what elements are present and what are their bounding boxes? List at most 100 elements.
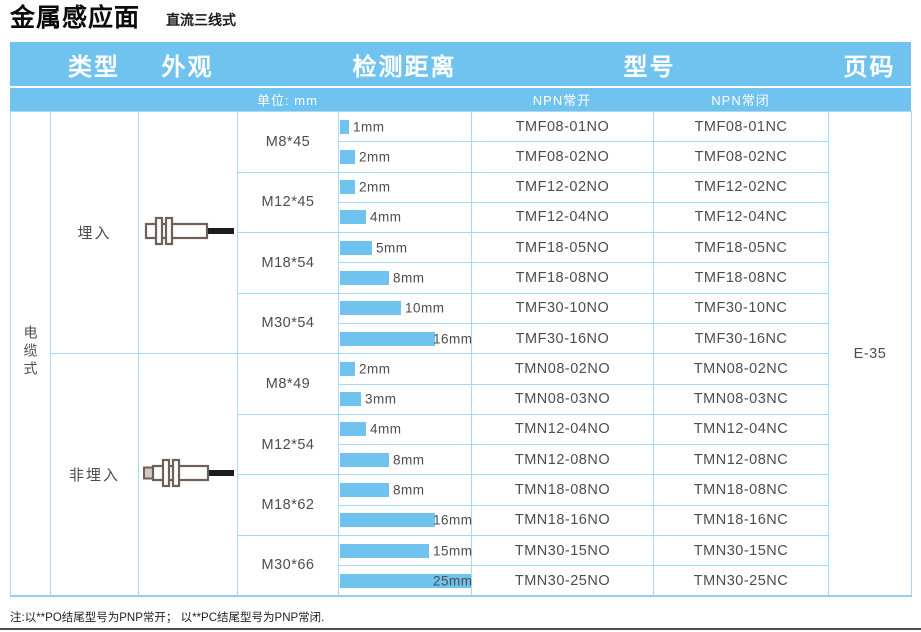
page-subtitle: 直流三线式 bbox=[166, 11, 237, 28]
distance-label: 2mm bbox=[359, 361, 391, 377]
distance-label: 8mm bbox=[393, 270, 425, 286]
table-header-band: 类型 外观 检测距离 型号 页码 bbox=[10, 42, 911, 86]
model-nc-cell: TMN08-02NC bbox=[653, 353, 829, 385]
model-no-cell: TMN18-08NO bbox=[471, 474, 654, 506]
model-nc-cell: TMF18-08NC bbox=[653, 262, 829, 294]
model-nc-cell: TMN12-08NC bbox=[653, 444, 829, 476]
model-no-cell: TMN08-02NO bbox=[471, 353, 654, 385]
distance-bar bbox=[340, 271, 389, 286]
mount-type-cell: 埋入 bbox=[50, 110, 139, 355]
distance-label: 16mm bbox=[433, 512, 473, 528]
distance-cell: 8mm bbox=[338, 474, 472, 506]
model-no-cell: TMF12-02NO bbox=[471, 171, 654, 203]
distance-cell: 5mm bbox=[338, 232, 472, 264]
distance-cell: 4mm bbox=[338, 413, 472, 446]
distance-bar bbox=[340, 513, 435, 528]
appearance-cell bbox=[138, 110, 238, 355]
distance-label: 10mm bbox=[405, 300, 445, 316]
appearance-cell bbox=[138, 353, 238, 597]
distance-bar bbox=[340, 119, 349, 134]
model-nc-cell: TMF12-02NC bbox=[653, 171, 829, 203]
distance-label: 4mm bbox=[370, 209, 402, 225]
distance-label: 16mm bbox=[433, 331, 473, 347]
model-no-cell: TMN18-16NO bbox=[471, 504, 654, 536]
table-row: M12*45 2mm TMF12-02NO TMF12-02NC bbox=[11, 171, 912, 234]
product-table-body: 电缆式 埋入 M8*45 1mm TMF08-01NO TMF08-01NC E-35 2mm… bbox=[10, 110, 912, 597]
subheader-npn-nc: NPN常闭 bbox=[711, 93, 770, 108]
distance-cell: 15mm bbox=[338, 534, 473, 567]
cable-type-label: 电缆式 bbox=[22, 325, 39, 379]
distance-label: 15mm bbox=[433, 543, 473, 559]
distance-bar bbox=[340, 301, 401, 316]
model-no-cell: TMN30-15NO bbox=[471, 534, 654, 567]
distance-label: 8mm bbox=[393, 482, 425, 498]
model-nc-cell: TMN30-15NC bbox=[653, 534, 829, 567]
table-row: 8mm TMN12-08NO TMN12-08NC bbox=[11, 444, 912, 476]
distance-cell: 2mm bbox=[338, 171, 472, 203]
size-cell: M8*49 bbox=[237, 353, 339, 415]
size-cell: M30*54 bbox=[237, 292, 339, 355]
table-row: M18*54 5mm TMF18-05NO TMF18-05NC bbox=[11, 232, 912, 294]
distance-bar bbox=[340, 392, 361, 407]
model-no-cell: TMF08-01NO bbox=[471, 110, 654, 143]
distance-cell: 3mm bbox=[338, 383, 472, 415]
model-no-cell: TMF08-02NO bbox=[471, 141, 654, 173]
model-nc-cell: TMN30-25NC bbox=[653, 565, 829, 597]
distance-bar bbox=[340, 210, 366, 225]
distance-cell: 8mm bbox=[338, 444, 472, 476]
distance-bar bbox=[340, 483, 389, 498]
header-model: 型号 bbox=[623, 53, 676, 81]
distance-cell: 2mm bbox=[338, 353, 472, 385]
distance-cell: 16mm bbox=[338, 504, 473, 536]
distance-bar bbox=[340, 452, 389, 467]
cable-type-cell: 电缆式 bbox=[10, 111, 51, 597]
subheader-npn-no: NPN常开 bbox=[532, 93, 592, 108]
model-nc-cell: TMF30-16NC bbox=[653, 322, 829, 355]
distance-bar bbox=[340, 149, 355, 164]
table-row: 16mm TMN18-16NO TMN18-16NC bbox=[11, 504, 912, 536]
subheader-unit: 单位: mm bbox=[257, 93, 318, 108]
distance-cell: 16mm bbox=[338, 322, 473, 355]
header-distance: 检测距离 bbox=[352, 53, 457, 81]
sensor-nonflush-icon bbox=[142, 453, 234, 493]
distance-bar bbox=[340, 331, 435, 346]
model-no-cell: TMN12-08NO bbox=[471, 444, 654, 476]
distance-cell: 4mm bbox=[338, 201, 472, 234]
bottom-divider bbox=[0, 628, 921, 630]
distance-label: 4mm bbox=[370, 421, 402, 437]
footnote: 注:以**PO结尾型号为PNP常开； 以**PC结尾型号为PNP常闭. bbox=[10, 612, 325, 624]
table-row: M30*66 15mm TMN30-15NO TMN30-15NC bbox=[11, 534, 912, 597]
header-type: 类型 bbox=[68, 53, 120, 81]
model-nc-cell: TMN18-08NC bbox=[653, 474, 829, 506]
distance-bar bbox=[340, 240, 372, 255]
table-row: M12*54 4mm TMN12-04NO TMN12-04NC bbox=[11, 413, 912, 476]
distance-bar bbox=[340, 573, 471, 588]
size-cell: M18*62 bbox=[237, 474, 339, 536]
distance-label: 25mm bbox=[433, 573, 473, 589]
model-no-cell: TMF18-08NO bbox=[471, 262, 654, 294]
size-cell: M12*54 bbox=[237, 413, 339, 476]
header-page: 页码 bbox=[843, 53, 896, 81]
table-row: 25mm TMN30-25NO TMN30-25NC bbox=[11, 565, 912, 597]
distance-cell: 25mm bbox=[338, 565, 473, 597]
sensor-flush-icon bbox=[142, 211, 234, 251]
model-no-cell: TMF30-10NO bbox=[471, 292, 654, 324]
table-row: 4mm TMF12-04NO TMF12-04NC bbox=[11, 201, 912, 234]
page-header: 金属感应面 直流三线式 bbox=[10, 4, 237, 33]
model-no-cell: TMN12-04NO bbox=[471, 413, 654, 446]
size-cell: M18*54 bbox=[237, 232, 339, 294]
distance-cell: 2mm bbox=[338, 141, 472, 173]
page-title: 金属感应面 bbox=[10, 4, 141, 32]
model-nc-cell: TMN18-16NC bbox=[653, 504, 829, 536]
model-no-cell: TMF30-16NO bbox=[471, 322, 654, 355]
table-row: 16mm TMF30-16NO TMF30-16NC bbox=[11, 322, 912, 355]
model-no-cell: TMN08-03NO bbox=[471, 383, 654, 415]
distance-label: 3mm bbox=[365, 391, 397, 407]
size-cell: M30*66 bbox=[237, 534, 339, 597]
page-code-cell: E-35 bbox=[828, 111, 912, 597]
distance-label: 8mm bbox=[393, 452, 425, 468]
model-no-cell: TMF12-04NO bbox=[471, 201, 654, 234]
distance-bar bbox=[340, 543, 429, 558]
model-no-cell: TMN30-25NO bbox=[471, 565, 654, 597]
table-row: 3mm TMN08-03NO TMN08-03NC bbox=[11, 383, 912, 415]
